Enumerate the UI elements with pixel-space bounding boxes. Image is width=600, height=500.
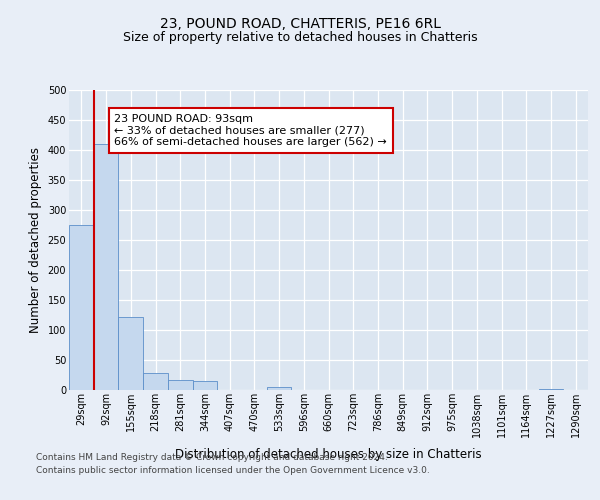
Text: Contains public sector information licensed under the Open Government Licence v3: Contains public sector information licen… bbox=[36, 466, 430, 475]
Bar bbox=[143, 372, 168, 390]
Bar bbox=[94, 144, 118, 390]
Bar bbox=[193, 381, 217, 390]
Bar bbox=[539, 389, 563, 390]
X-axis label: Distribution of detached houses by size in Chatteris: Distribution of detached houses by size … bbox=[175, 448, 482, 461]
Text: Contains HM Land Registry data © Crown copyright and database right 2024.: Contains HM Land Registry data © Crown c… bbox=[36, 452, 388, 462]
Bar bbox=[69, 225, 94, 390]
Text: 23 POUND ROAD: 93sqm
← 33% of detached houses are smaller (277)
66% of semi-deta: 23 POUND ROAD: 93sqm ← 33% of detached h… bbox=[114, 114, 387, 147]
Bar bbox=[168, 380, 193, 390]
Y-axis label: Number of detached properties: Number of detached properties bbox=[29, 147, 42, 333]
Text: 23, POUND ROAD, CHATTERIS, PE16 6RL: 23, POUND ROAD, CHATTERIS, PE16 6RL bbox=[160, 18, 440, 32]
Text: Size of property relative to detached houses in Chatteris: Size of property relative to detached ho… bbox=[122, 31, 478, 44]
Bar bbox=[267, 387, 292, 390]
Bar bbox=[118, 317, 143, 390]
